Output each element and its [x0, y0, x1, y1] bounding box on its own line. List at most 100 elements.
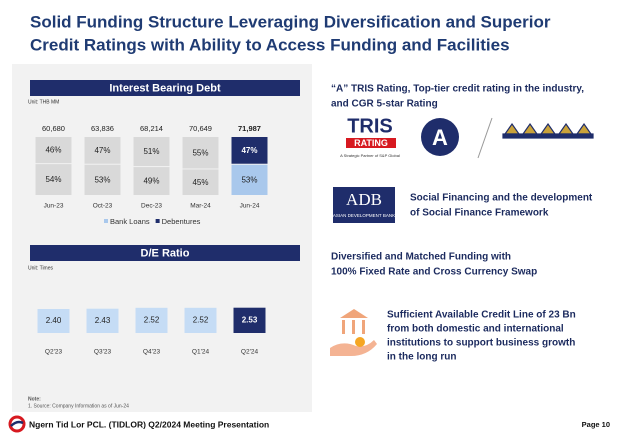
- rating-text: “A” TRIS Rating, Top-tier credit rating …: [331, 84, 584, 95]
- x-tick-label: Q2'24: [241, 349, 259, 356]
- crest: [521, 122, 539, 135]
- column: [342, 320, 345, 334]
- column: [362, 320, 365, 334]
- tris-sub: RATING: [354, 138, 388, 148]
- x-tick-label: Q3'23: [94, 349, 112, 356]
- chart-title: D/E Ratio: [141, 247, 190, 259]
- left-panel: [12, 64, 312, 412]
- bar-segment: [231, 137, 268, 164]
- value-label: 2.52: [193, 316, 209, 325]
- note-title: Note:: [28, 396, 41, 402]
- note-item: 1. Source: Company Information as of Jun…: [28, 403, 129, 409]
- bar-segment: [182, 169, 219, 195]
- x-tick-label: Q1'24: [192, 349, 210, 356]
- page-number: Page 10: [582, 420, 610, 429]
- value-label: 2.40: [46, 316, 62, 325]
- x-tick-label: Q2'23: [45, 349, 63, 356]
- rating-text: and CGR 5-star Rating: [331, 99, 438, 110]
- hand: [330, 340, 377, 356]
- logo-ring: [8, 415, 26, 433]
- crest: [557, 122, 575, 135]
- segment-label: 55%: [192, 148, 208, 157]
- grade-badge: [421, 118, 459, 156]
- bar-segment: [231, 164, 268, 195]
- adb-logo-sub: ASIAN DEVELOPMENT BANK: [333, 213, 395, 218]
- crest: [539, 122, 557, 135]
- segment-label: 51%: [143, 147, 159, 156]
- tris-logo: TRIS: [347, 115, 393, 137]
- x-tick-label: Mar-24: [190, 203, 211, 210]
- bar-segment: [133, 137, 170, 167]
- funding-text: 100% Fixed Rate and Cross Currency Swap: [331, 267, 537, 278]
- title-line: Solid Funding Structure Leveraging Diver…: [30, 12, 551, 31]
- value-label: 2.43: [95, 316, 111, 325]
- column: [352, 320, 355, 334]
- segment-label: 53%: [94, 175, 110, 184]
- logo-swoosh: [10, 420, 24, 427]
- credit-text: Sufficient Available Credit Line of 23 B…: [387, 310, 576, 321]
- x-tick-label: Jun-23: [44, 203, 64, 210]
- segment-label: 46%: [45, 146, 61, 155]
- legend-marker: [104, 219, 108, 223]
- segment-label: 45%: [192, 178, 208, 187]
- funding-text: Diversified and Matched Funding with: [331, 252, 511, 263]
- segment-label: 47%: [94, 146, 110, 155]
- bar: [233, 307, 266, 333]
- segment-label: 54%: [45, 175, 61, 184]
- bar-segment: [133, 167, 170, 195]
- segment-label: 49%: [143, 177, 159, 186]
- total-label: 63,836: [91, 124, 114, 133]
- x-tick-label: Q4'23: [143, 349, 161, 356]
- coin: [355, 337, 365, 347]
- crest: [575, 122, 593, 135]
- adb-text: Social Financing and the development: [410, 193, 593, 204]
- title-line: Credit Ratings with Ability to Access Fu…: [30, 35, 510, 54]
- bar-segment: [84, 137, 121, 164]
- adb-text: of Social Finance Framework: [410, 208, 549, 219]
- tris-band: [346, 138, 396, 148]
- x-tick-label: Dec-23: [141, 203, 162, 210]
- total-label: 68,214: [140, 124, 163, 133]
- credit-text: institutions to support business growth: [387, 338, 575, 349]
- company-logo: [8, 415, 26, 433]
- chart-header: [30, 80, 300, 96]
- crest: [503, 122, 521, 135]
- adb-logo-text: ADB: [346, 190, 382, 209]
- cgr-stars: [502, 122, 594, 139]
- footer-company: Ngern Tid Lor PCL. (TIDLOR) Q2/2024 Meet…: [29, 419, 269, 429]
- roof: [340, 309, 368, 318]
- bank-icon: [330, 309, 377, 356]
- bar: [37, 309, 70, 333]
- divider: [477, 117, 493, 159]
- crest-base: [502, 133, 594, 139]
- adb-logo: [333, 187, 395, 223]
- total-label: 60,680: [42, 124, 65, 133]
- chart-title: Interest Bearing Debt: [109, 82, 221, 94]
- grade: A: [432, 125, 448, 150]
- bar-segment: [84, 164, 121, 195]
- bar-segment: [182, 137, 219, 169]
- credit-text: from both domestic and international: [387, 324, 564, 335]
- segment-label: 47%: [241, 146, 257, 155]
- x-tick-label: Oct-23: [93, 203, 113, 210]
- chart-header: [30, 245, 300, 261]
- value-label: 2.53: [242, 315, 258, 324]
- total-label: 70,649: [189, 124, 212, 133]
- tris-tagline: A Strategic Partner of S&P Global: [340, 153, 400, 158]
- bar: [135, 307, 168, 333]
- legend-label: Bank Loans: [110, 217, 150, 226]
- segment-label: 53%: [241, 175, 257, 184]
- bar: [86, 308, 119, 333]
- credit-text: in the long run: [387, 352, 456, 363]
- legend-label: Debentures: [162, 217, 201, 226]
- chart-subtitle: Unit: Times: [28, 265, 54, 271]
- bar-segment: [35, 164, 72, 195]
- bar: [184, 307, 217, 333]
- total-label: 71,987: [238, 124, 261, 133]
- chart-subtitle: Unit: THB MM: [28, 99, 59, 105]
- bar-segment: [35, 137, 72, 164]
- x-tick-label: Jun-24: [240, 203, 260, 210]
- value-label: 2.52: [144, 316, 160, 325]
- legend-marker: [155, 219, 160, 223]
